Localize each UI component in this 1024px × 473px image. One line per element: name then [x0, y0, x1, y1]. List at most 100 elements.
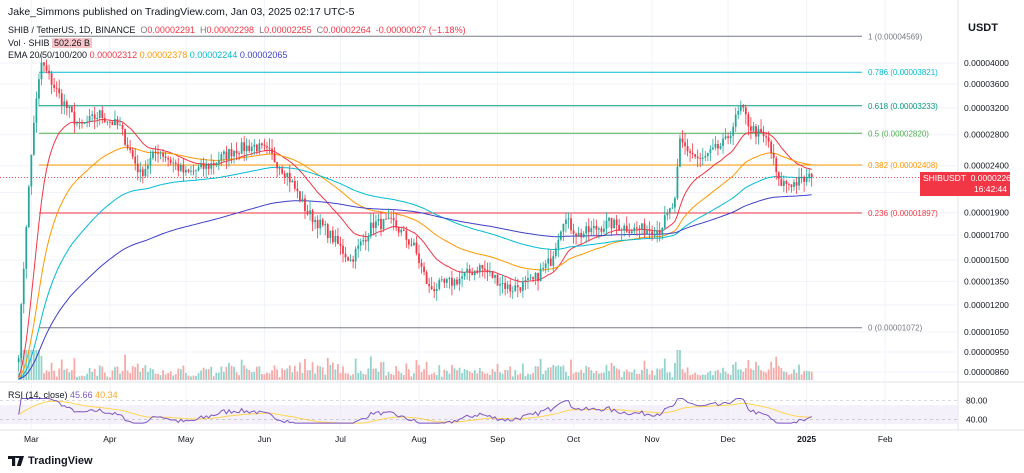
candle-body [30, 154, 33, 187]
candle-body [772, 152, 775, 159]
x-tick-label: Feb [878, 434, 893, 444]
x-tick-label: 2025 [797, 434, 816, 444]
volume-bar [331, 362, 334, 380]
candle-body [359, 241, 362, 246]
high-label: H [200, 25, 207, 35]
candle-body [433, 289, 436, 292]
volume-bar [402, 374, 405, 380]
volume-bar [207, 369, 210, 380]
volume-bar [316, 365, 319, 380]
candle-body [727, 136, 729, 139]
candle-body [200, 163, 202, 168]
candle-body [149, 158, 152, 166]
volume-bar [243, 365, 246, 380]
candle-body [187, 169, 190, 172]
volume-bar [448, 373, 451, 380]
volume-bar [501, 373, 504, 380]
close-value: 0.00002264 [323, 25, 371, 35]
candle-body [605, 220, 608, 229]
volume-bar [549, 367, 552, 380]
candle-body [17, 358, 20, 363]
volume-bar [562, 365, 565, 380]
volume-bar [587, 367, 590, 380]
volume-bar [445, 370, 448, 380]
x-tick-label: Apr [103, 434, 116, 444]
candle-body [164, 156, 167, 158]
candle-body [539, 269, 542, 282]
candle-body [750, 126, 752, 131]
symbol-label[interactable]: SHIB / TetherUS, 1D, BINANCE [8, 25, 136, 35]
candle-body [648, 230, 651, 232]
volume-bar [466, 370, 469, 380]
ema-label[interactable]: EMA 20/50/100/200 [8, 50, 88, 60]
volume-bar [197, 373, 200, 380]
candle-body [91, 114, 94, 117]
candle-body [402, 229, 405, 231]
volume-bar [620, 376, 623, 380]
volume-bar [810, 371, 813, 380]
volume-bar [681, 368, 684, 380]
candle-body [22, 268, 25, 305]
y-tick-label: 0.00002800 [964, 130, 1009, 140]
volume-bar [369, 356, 372, 380]
volume-bar [268, 373, 271, 380]
candle-body [636, 227, 638, 229]
candle-body [182, 164, 185, 173]
volume-bar [220, 366, 223, 380]
volume-label[interactable]: Vol · SHIB [8, 37, 50, 48]
candle-body [119, 124, 121, 126]
volume-bar [567, 375, 570, 380]
candle-body [326, 224, 329, 239]
candle-body [25, 227, 28, 269]
candle-body [742, 105, 745, 108]
volume-bar [43, 373, 45, 380]
volume-bar [527, 373, 529, 380]
candle-body [597, 228, 600, 230]
rsi-ma-value: 40.34 [95, 390, 118, 400]
volume-value: 502.26 B [52, 37, 93, 48]
candle-body [684, 142, 686, 147]
volume-bar [154, 373, 157, 380]
x-tick-label: Oct [567, 434, 581, 444]
candle-body [225, 151, 228, 160]
volume-bar [775, 356, 778, 380]
volume-bar [397, 371, 400, 380]
volume-bar [273, 365, 276, 380]
fib-label: 0 (0.00001072) [868, 324, 923, 333]
candle-body [382, 218, 385, 230]
rsi-label[interactable]: RSI (14, close) [8, 390, 68, 400]
volume-bar [476, 373, 479, 380]
candle-body [524, 280, 527, 282]
volume-bar [671, 377, 674, 380]
volume-bar [81, 375, 83, 380]
volume-bar [296, 371, 299, 380]
volume-bar [732, 364, 735, 380]
volume-bar [656, 368, 659, 380]
volume-bar [661, 368, 664, 380]
volume-bar [390, 373, 393, 380]
candle-body [663, 215, 666, 228]
candle-body [271, 148, 273, 154]
candle-body [451, 277, 453, 286]
price-scale-currency[interactable]: USDT [968, 22, 998, 34]
volume-bar [633, 369, 636, 380]
candle-body [732, 126, 735, 136]
candle-body [428, 283, 431, 287]
y-tick-label: 0.00003600 [964, 79, 1009, 89]
candle-body [76, 123, 78, 125]
tradingview-logo[interactable]: TradingView [8, 455, 93, 467]
volume-bar [225, 366, 228, 380]
candle-body [58, 88, 61, 94]
candle-body [476, 270, 479, 273]
candle-body [542, 268, 545, 270]
candle-body [228, 149, 230, 160]
candle-body [357, 245, 360, 249]
candle-body [572, 230, 575, 234]
y-tick-label: 0.00004000 [964, 58, 1009, 68]
volume-bar [717, 370, 719, 380]
candle-body [582, 233, 585, 238]
candle-body [215, 162, 218, 165]
volume-bar [532, 372, 534, 380]
volume-bar [570, 359, 572, 380]
